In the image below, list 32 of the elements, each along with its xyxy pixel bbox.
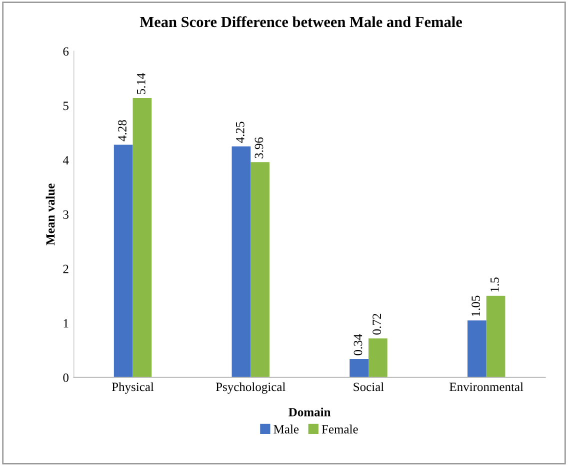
y-tick-label: 3: [63, 210, 68, 219]
x-tick-label: Social: [354, 382, 384, 392]
data-label: 0.72: [372, 314, 382, 335]
legend-label: Male: [274, 424, 299, 434]
y-tick-label: 5: [63, 102, 68, 110]
bar: [368, 338, 388, 378]
x-axis-title: Domain: [288, 408, 331, 416]
bar: [350, 358, 368, 378]
y-tick-label: 2: [63, 264, 68, 274]
y-tick-label: 1: [64, 319, 68, 328]
data-label: 1.5: [490, 278, 499, 292]
data-label: 5.14: [136, 73, 146, 94]
x-tick-label: Environmental: [450, 382, 524, 392]
y-tick-label: 0: [63, 373, 68, 382]
x-tick-label: Physical: [112, 382, 154, 394]
data-label: 3.96: [254, 137, 264, 158]
y-axis-title: Mean value: [46, 184, 55, 246]
bar: [486, 296, 506, 378]
bar: [250, 162, 270, 378]
data-label: 0.34: [354, 334, 362, 356]
x-tick-label: Psychological: [216, 382, 286, 394]
y-tick-label: 6: [63, 47, 69, 56]
bar: [132, 98, 152, 378]
bar: [232, 146, 251, 378]
data-label: 4.25: [236, 122, 244, 143]
bar: [114, 144, 133, 378]
chart-title: Mean Score Difference between Male and Female: [140, 16, 462, 28]
bar: [467, 320, 486, 378]
data-label: 1.05: [472, 296, 480, 316]
y-tick-label: 4: [62, 156, 69, 164]
legend-label: Female: [322, 424, 358, 434]
data-label: 4.28: [118, 120, 127, 142]
